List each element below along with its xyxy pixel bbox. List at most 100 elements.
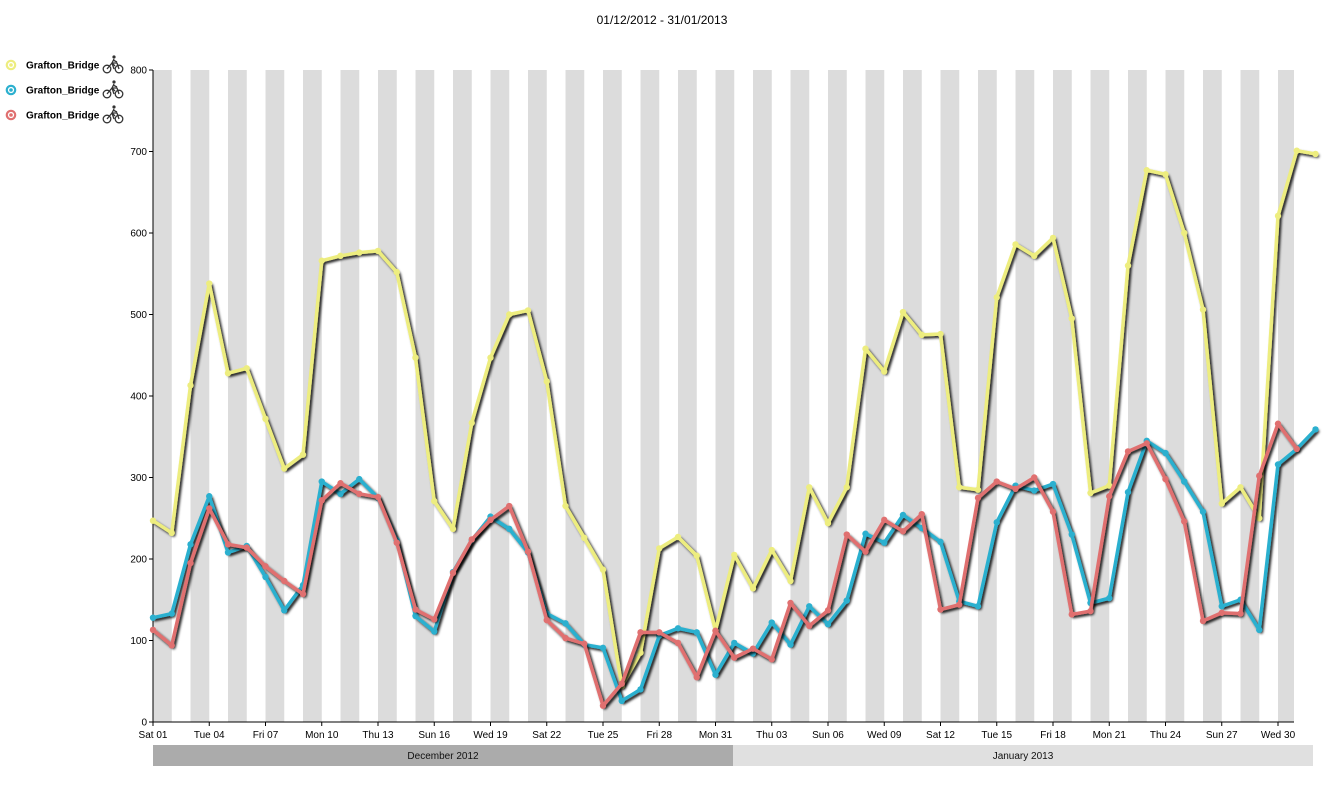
data-point <box>431 616 438 623</box>
data-point <box>881 539 888 546</box>
data-point <box>1012 485 1019 493</box>
data-point <box>937 330 944 338</box>
legend-marker <box>5 84 17 96</box>
data-point <box>749 645 757 652</box>
x-tick-label: Sun 06 <box>812 730 844 741</box>
data-point <box>1237 610 1244 617</box>
data-point <box>543 378 550 385</box>
data-point <box>412 606 419 613</box>
data-point <box>393 268 400 276</box>
data-point <box>299 590 307 598</box>
legend-marker-dot <box>9 88 13 92</box>
legend-label: Grafton_Bridge <box>26 86 100 97</box>
data-point <box>1181 478 1188 485</box>
data-point <box>1031 474 1038 481</box>
legend-item: Grafton_Bridge <box>5 55 124 74</box>
data-point <box>468 536 475 543</box>
data-point <box>506 525 513 533</box>
day-band <box>1015 70 1035 722</box>
day-band <box>190 70 210 722</box>
data-point <box>1049 480 1057 488</box>
data-point <box>974 486 982 493</box>
legend-marker <box>5 109 17 121</box>
bicycle-frame <box>106 112 120 120</box>
data-point <box>318 257 325 264</box>
data-point <box>1312 426 1319 433</box>
data-point <box>881 516 888 524</box>
day-band <box>603 70 622 722</box>
x-tick-label: Thu 03 <box>756 730 788 741</box>
data-point <box>1256 515 1263 522</box>
data-point <box>731 654 738 661</box>
data-point <box>206 505 213 512</box>
legend-marker <box>5 59 17 71</box>
data-point <box>206 280 213 287</box>
data-point <box>637 686 644 693</box>
day-band <box>1128 70 1147 722</box>
data-point <box>562 634 569 642</box>
data-point <box>806 484 813 491</box>
data-point <box>562 502 569 510</box>
day-band <box>865 70 885 722</box>
day-band <box>490 70 510 722</box>
y-tick-label: 200 <box>130 555 147 566</box>
data-point <box>731 639 738 647</box>
data-point <box>674 625 682 632</box>
data-point <box>581 640 588 647</box>
data-point <box>1199 508 1207 515</box>
data-point <box>1274 461 1282 468</box>
data-point <box>881 368 888 375</box>
month-segment <box>733 745 1313 766</box>
data-point <box>599 702 607 709</box>
day-band <box>940 70 960 722</box>
day-band <box>1240 70 1260 722</box>
data-point <box>149 626 157 634</box>
y-tick-label: 0 <box>141 718 147 729</box>
data-point <box>993 294 1000 301</box>
y-tick-label: 300 <box>130 473 147 484</box>
data-point <box>356 249 363 256</box>
weekday-bands <box>153 70 1294 722</box>
bicycle-wheel <box>102 114 112 124</box>
data-point <box>787 599 794 607</box>
data-point <box>1049 508 1057 515</box>
bicycle-wheel <box>102 64 112 74</box>
data-point <box>168 642 175 649</box>
month-label: January 2013 <box>993 751 1054 762</box>
day-band <box>453 70 472 722</box>
data-point <box>487 516 494 524</box>
y-tick-label: 500 <box>130 310 147 321</box>
data-point <box>1049 234 1057 242</box>
x-tick-label: Sun 27 <box>1206 730 1238 741</box>
data-point <box>1293 445 1300 453</box>
day-band <box>153 70 172 722</box>
data-point <box>337 252 344 260</box>
data-point <box>1199 617 1207 625</box>
data-point <box>693 629 700 636</box>
data-point <box>243 365 250 372</box>
legend: Grafton_Bridge Grafton_Bridge Grafton_Brid… <box>5 55 124 124</box>
data-point <box>824 519 832 527</box>
data-point <box>1162 449 1169 457</box>
data-point <box>1031 487 1038 494</box>
x-tick-label: Tue 25 <box>588 730 619 741</box>
data-point <box>149 614 157 621</box>
data-point <box>1068 611 1075 618</box>
x-tick-label: Thu 24 <box>1150 730 1182 741</box>
data-point <box>674 639 682 647</box>
data-point <box>374 247 382 255</box>
x-tick-label: Wed 30 <box>1261 730 1296 741</box>
day-band <box>528 70 547 722</box>
data-point <box>862 345 869 352</box>
bicycle-frame <box>106 87 120 95</box>
data-point <box>1293 147 1300 154</box>
data-point <box>562 620 569 627</box>
bicycle-wheel <box>114 89 124 99</box>
data-point <box>956 484 963 491</box>
month-label: December 2012 <box>407 751 479 762</box>
data-point <box>937 606 944 613</box>
data-point <box>1218 603 1225 610</box>
data-point <box>1237 484 1244 491</box>
data-point <box>824 621 832 628</box>
